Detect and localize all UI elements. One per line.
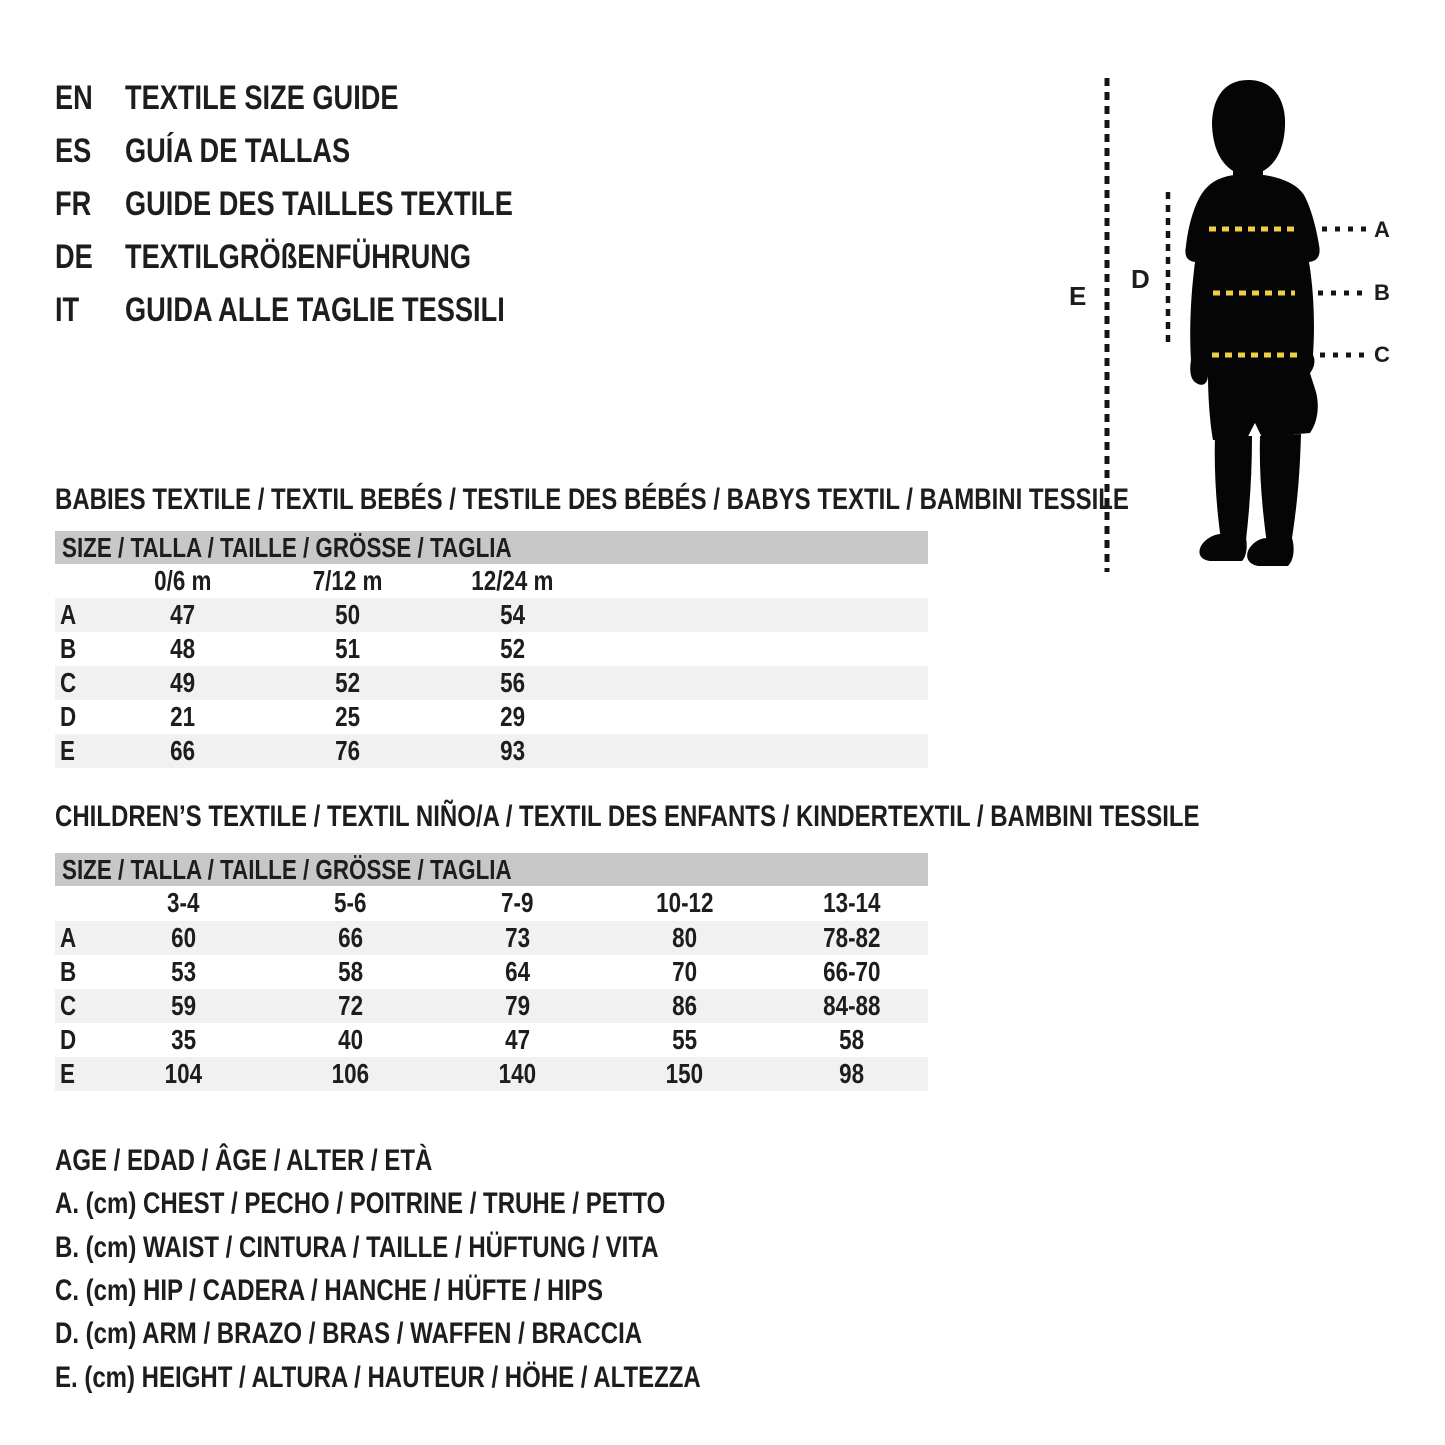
babies-size-header-band: SIZE / TALLA / TAILLE / GRÖSSE / TAGLIA	[55, 531, 928, 564]
column-header: 0/6 m	[153, 565, 212, 596]
figure-label-a: A	[1374, 217, 1390, 242]
lang-code: ES	[55, 132, 92, 170]
lang-code: FR	[55, 185, 92, 223]
column-header: 10-12	[655, 887, 714, 918]
table-row: C 49 52 56	[55, 666, 928, 700]
table-row: A 60 66 73 80 78-82	[55, 921, 928, 955]
silhouette-left-shoe	[1199, 534, 1247, 561]
lang-code: EN	[55, 79, 93, 117]
table-row: D 35 40 47 55 58	[60, 1024, 864, 1055]
column-header: 5-6	[334, 887, 367, 918]
legend-line-arm: D. (cm) ARM / BRAZO / BRAS / WAFFEN / BR…	[55, 1317, 643, 1350]
children-section-title: CHILDREN’S TEXTILE / TEXTIL NIÑO/A / TEX…	[55, 800, 1200, 833]
silhouette-right-shoe	[1247, 538, 1294, 566]
column-header: 7-9	[501, 887, 534, 918]
children-column-header-row: 3-4 5-6 7-9 10-12 13-14	[55, 886, 928, 920]
legend-line-hip: C. (cm) HIP / CADERA / HANCHE / HÜFTE / …	[55, 1274, 604, 1307]
silhouette-left-leg	[1214, 436, 1252, 540]
figure-label-d: D	[1131, 264, 1150, 294]
column-header: 13-14	[822, 887, 881, 918]
child-silhouette	[1185, 79, 1320, 566]
lang-code: DE	[55, 238, 93, 276]
figure-label-e: E	[1069, 281, 1087, 311]
guide-title-it: GUIDA ALLE TAGLIE TESSILI	[125, 291, 505, 329]
column-header: 3-4	[167, 887, 200, 918]
table-row: D 21 25 29	[60, 701, 525, 732]
babies-section-title: BABIES TEXTILE / TEXTIL BEBÉS / TESTILE …	[55, 483, 1129, 516]
table-row: E 104 106 140 150 98	[55, 1057, 928, 1091]
silhouette-head	[1212, 79, 1286, 173]
table-row: B 53 58 64 70 66-70	[60, 956, 881, 987]
guide-title-de: TEXTILGRÖßENFÜHRUNG	[125, 238, 472, 276]
table-row: A 47 50 54	[55, 598, 928, 632]
guide-title-es: GUÍA DE TALLAS	[125, 132, 351, 170]
table-row: E 66 76 93	[55, 734, 928, 768]
legend-line-waist: B. (cm) WAIST / CINTURA / TAILLE / HÜFTU…	[55, 1231, 659, 1264]
silhouette-torso	[1185, 174, 1320, 440]
children-size-header-band: SIZE / TALLA / TAILLE / GRÖSSE / TAGLIA	[55, 853, 928, 886]
column-header: 7/12 m	[312, 565, 383, 596]
guide-title-en: TEXTILE SIZE GUIDE	[125, 79, 399, 117]
guide-title-fr: GUIDE DES TAILLES TEXTILE	[125, 185, 513, 223]
figure-label-c: C	[1374, 342, 1390, 367]
table-row: B 48 51 52	[60, 633, 525, 664]
child-silhouette-figure	[1104, 78, 1368, 572]
lang-code: IT	[55, 291, 80, 329]
legend-line-chest: A. (cm) CHEST / PECHO / POITRINE / TRUHE…	[55, 1187, 666, 1220]
silhouette-right-leg	[1259, 434, 1301, 544]
legend-line-age: AGE / EDAD / ÂGE / ALTER / ETÀ	[55, 1144, 433, 1177]
figure-label-b: B	[1374, 280, 1390, 305]
column-header: 12/24 m	[471, 565, 554, 596]
babies-column-header-row: 0/6 m 7/12 m 12/24 m	[55, 564, 928, 598]
table-row: C 59 72 79 86 84-88	[55, 989, 928, 1023]
legend-line-height: E. (cm) HEIGHT / ALTURA / HAUTEUR / HÖHE…	[55, 1361, 701, 1394]
